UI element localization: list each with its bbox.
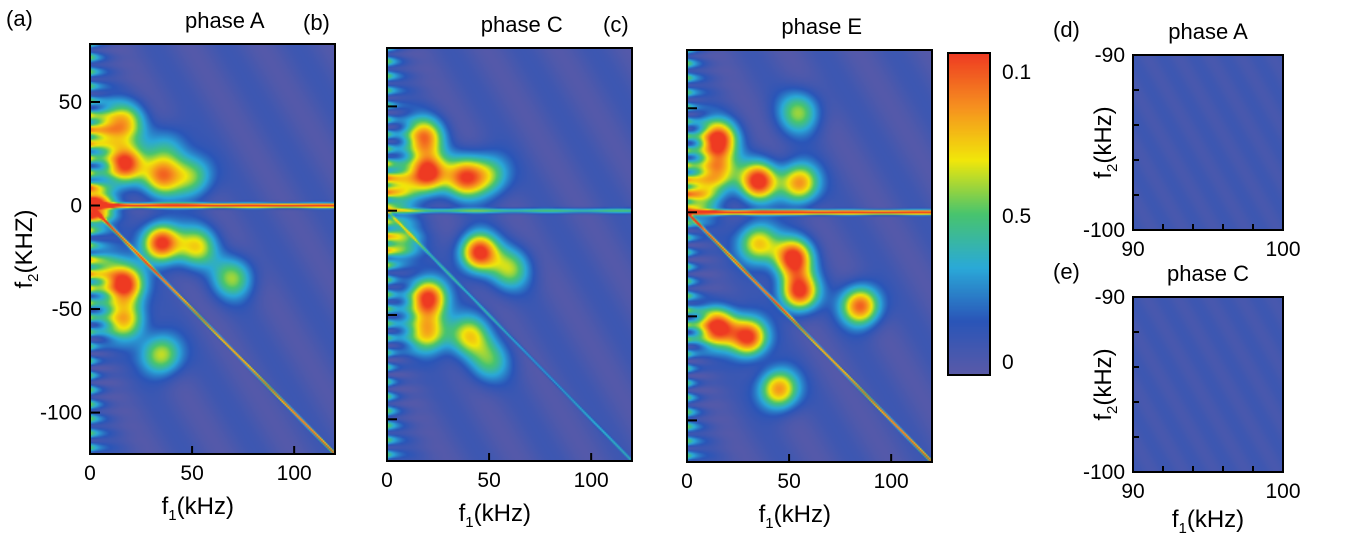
ytick-label-a-3: -100	[40, 402, 82, 425]
frame-e	[1132, 296, 1284, 473]
colorbar	[948, 53, 990, 375]
title-e: phase C	[1167, 261, 1249, 286]
xlabel-c: f1(kHz)	[759, 501, 831, 532]
colorbar-label-0: 0.1	[1002, 61, 1031, 84]
xtick-label-e-1: 100	[1265, 480, 1300, 503]
xtick-label-c-1: 50	[777, 470, 800, 493]
xtick-label-b-2: 100	[574, 469, 609, 492]
ytick-label-a-0: 50	[59, 91, 82, 114]
panel-label-b: (b)	[303, 10, 330, 35]
ytick-label-d-0: -90	[1095, 44, 1125, 67]
xlabel-b: f1(kHz)	[459, 500, 531, 531]
ytick-label-a-2: -50	[52, 298, 82, 321]
xtick-label-b-0: 0	[381, 469, 393, 492]
xtick-label-d-0: 90	[1121, 238, 1144, 261]
heatmap-c	[687, 50, 932, 462]
xtick-label-b-1: 50	[477, 469, 500, 492]
panel-label-a: (a)	[6, 6, 33, 31]
xtick-label-d-1: 100	[1265, 238, 1300, 261]
ylabel-e: f2(kHz)	[1090, 348, 1121, 420]
title-b: phase C	[481, 12, 563, 37]
xtick-label-a-1: 50	[180, 462, 203, 485]
xtick-label-c-0: 0	[681, 470, 693, 493]
frame-c	[686, 49, 933, 463]
svg-text:f1(kHz): f1(kHz)	[759, 501, 831, 532]
xtick-label-e-0: 90	[1121, 480, 1144, 503]
xtick-label-c-2: 100	[874, 470, 909, 493]
panel-label-d: (d)	[1053, 17, 1080, 42]
ytick-label-d-1: -100	[1083, 219, 1125, 242]
xlabel-a: f1(kHz)	[162, 493, 234, 524]
xtick-label-a-0: 0	[84, 462, 96, 485]
heatmap-a	[90, 44, 335, 454]
heatmap-d	[1133, 55, 1283, 230]
heatmap-e	[1133, 297, 1283, 472]
ylabel-a: f2(KHZ)	[11, 210, 42, 289]
colorbar-label-1: 0.5	[1002, 205, 1031, 228]
svg-text:f1(kHz): f1(kHz)	[459, 500, 531, 531]
ylabel-d: f2(kHz)	[1090, 106, 1121, 178]
panel-label-c: (c)	[603, 12, 629, 37]
frame-b	[386, 47, 633, 462]
title-a: phase A	[185, 8, 265, 33]
frame-a	[89, 43, 336, 455]
ytick-label-e-0: -90	[1095, 286, 1125, 309]
colorbar-label-2: 0	[1002, 351, 1014, 374]
ytick-label-e-1: -100	[1083, 461, 1125, 484]
svg-text:f2(kHz): f2(kHz)	[1090, 106, 1121, 178]
svg-text:f1(kHz): f1(kHz)	[162, 493, 234, 524]
heatmap-b	[387, 48, 632, 461]
colorbar-frame	[947, 52, 991, 376]
xlabel-e: f1(kHz)	[1172, 506, 1244, 534]
frame-d	[1132, 54, 1284, 231]
title-d: phase A	[1168, 19, 1248, 44]
xtick-label-a-2: 100	[277, 462, 312, 485]
title-c: phase E	[781, 14, 862, 39]
svg-text:f1(kHz): f1(kHz)	[1172, 506, 1244, 534]
panel-label-e: (e)	[1053, 259, 1080, 284]
svg-text:f2(kHz): f2(kHz)	[1090, 348, 1121, 420]
svg-text:f2(KHZ): f2(KHZ)	[11, 210, 42, 289]
ytick-label-a-1: 0	[70, 195, 82, 218]
